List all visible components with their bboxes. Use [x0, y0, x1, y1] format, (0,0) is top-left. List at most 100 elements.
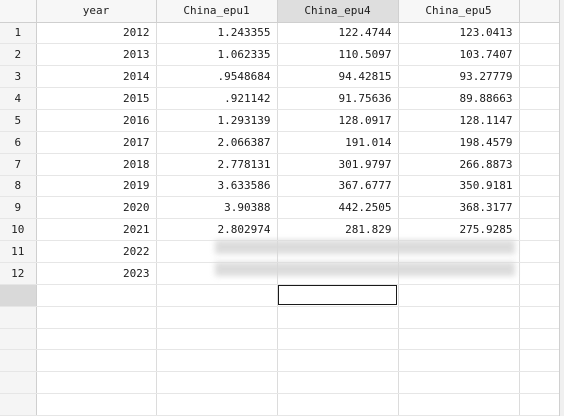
column-header-china-epu4[interactable]: China_epu4	[277, 0, 399, 23]
row-number[interactable]: 1	[0, 22, 37, 45]
cell-year[interactable]: 2017	[36, 131, 157, 154]
cell-year[interactable]: 2018	[36, 153, 157, 176]
cell-year[interactable]: 2022	[36, 240, 157, 263]
cell-china-epu1[interactable]: .9548684	[156, 65, 278, 89]
row-number[interactable]: 5	[0, 109, 37, 132]
cell-china-epu1[interactable]: .921142	[156, 87, 278, 110]
cell-empty[interactable]	[519, 109, 564, 132]
cell-year[interactable]: 2014	[36, 65, 157, 89]
cell-china-epu4[interactable]: 91.75636	[277, 87, 399, 110]
cell-empty[interactable]	[36, 349, 157, 373]
corner-cell[interactable]	[0, 0, 37, 23]
cell-empty[interactable]	[36, 371, 157, 395]
cell-empty[interactable]	[519, 262, 564, 285]
cell-china-epu4[interactable]: 94.42815	[277, 65, 399, 89]
cell-empty[interactable]	[519, 175, 564, 198]
column-header-empty[interactable]	[519, 0, 564, 23]
cell-empty[interactable]	[398, 371, 520, 395]
cell-china-epu4[interactable]: 128.0917	[277, 109, 399, 132]
cell-year[interactable]: 2019	[36, 175, 157, 198]
cell-empty[interactable]	[519, 65, 564, 89]
cell-china-epu1[interactable]: 1.243355	[156, 22, 278, 45]
row-number-empty[interactable]	[0, 393, 37, 416]
row-number[interactable]: 10	[0, 218, 37, 242]
cell-empty[interactable]	[519, 328, 564, 351]
row-number[interactable]: 9	[0, 196, 37, 220]
row-number-empty[interactable]	[0, 306, 37, 329]
row-number-empty[interactable]	[0, 371, 37, 395]
cell-china-epu1[interactable]: 3.633586	[156, 175, 278, 198]
cell-empty[interactable]	[519, 22, 564, 45]
row-number-empty[interactable]	[0, 349, 37, 373]
cell-china-epu1[interactable]: 2.066387	[156, 131, 278, 154]
cell-empty[interactable]	[398, 284, 520, 307]
cell-year[interactable]: 2023	[36, 262, 157, 285]
cell-empty[interactable]	[519, 218, 564, 242]
cell-china-epu4[interactable]: 110.5097	[277, 43, 399, 67]
cell-china-epu1[interactable]: 3.90388	[156, 196, 278, 220]
cell-empty[interactable]	[519, 240, 564, 263]
cell-china-epu5[interactable]: 275.9285	[398, 218, 520, 242]
row-number[interactable]: 6	[0, 131, 37, 154]
cell-empty[interactable]	[519, 43, 564, 67]
cell-china-epu1[interactable]: 2.778131	[156, 153, 278, 176]
cell-empty[interactable]	[519, 196, 564, 220]
cell-empty[interactable]	[519, 131, 564, 154]
cell-empty[interactable]	[519, 371, 564, 395]
cell-year[interactable]: 2016	[36, 109, 157, 132]
cell-year[interactable]: 2012	[36, 22, 157, 45]
cell-empty[interactable]	[156, 284, 278, 307]
vertical-scrollbar[interactable]	[559, 0, 564, 416]
cell-empty[interactable]	[398, 306, 520, 329]
cell-empty[interactable]	[398, 393, 520, 416]
row-number[interactable]: 12	[0, 262, 37, 285]
cell-china-epu5[interactable]: 368.3177	[398, 196, 520, 220]
cell-china-epu5[interactable]: 128.1147	[398, 109, 520, 132]
cell-year[interactable]: 2013	[36, 43, 157, 67]
cell-china-epu5[interactable]: 266.8873	[398, 153, 520, 176]
cell-year[interactable]: 2021	[36, 218, 157, 242]
column-header-china-epu1[interactable]: China_epu1	[156, 0, 278, 23]
cell-empty[interactable]	[36, 393, 157, 416]
row-number[interactable]: 11	[0, 240, 37, 263]
row-number[interactable]: 3	[0, 65, 37, 89]
row-number[interactable]: 8	[0, 175, 37, 198]
cell-empty[interactable]	[36, 284, 157, 307]
cell-year[interactable]: 2020	[36, 196, 157, 220]
active-cell[interactable]	[277, 284, 399, 307]
row-number[interactable]: 7	[0, 153, 37, 176]
cell-china-epu5[interactable]: 123.0413	[398, 22, 520, 45]
cell-empty[interactable]	[398, 328, 520, 351]
cell-empty[interactable]	[398, 349, 520, 373]
row-number[interactable]: 2	[0, 43, 37, 67]
cell-china-epu1[interactable]: 2.802974	[156, 218, 278, 242]
cell-empty[interactable]	[519, 393, 564, 416]
cell-empty[interactable]	[156, 306, 278, 329]
column-header-china-epu5[interactable]: China_epu5	[398, 0, 520, 23]
cell-china-epu5[interactable]: 198.4579	[398, 131, 520, 154]
cell-china-epu5[interactable]: 103.7407	[398, 43, 520, 67]
cell-china-epu5[interactable]: 350.9181	[398, 175, 520, 198]
cell-empty[interactable]	[519, 153, 564, 176]
cell-empty[interactable]	[156, 393, 278, 416]
cell-china-epu4[interactable]: 281.829	[277, 218, 399, 242]
cell-empty[interactable]	[36, 306, 157, 329]
cell-empty[interactable]	[277, 393, 399, 416]
cell-empty[interactable]	[156, 349, 278, 373]
cell-china-epu1[interactable]: 1.293139	[156, 109, 278, 132]
cell-china-epu4[interactable]: 301.9797	[277, 153, 399, 176]
row-number-empty[interactable]	[0, 284, 37, 307]
row-number-empty[interactable]	[0, 328, 37, 351]
cell-empty[interactable]	[519, 349, 564, 373]
cell-empty[interactable]	[277, 306, 399, 329]
cell-empty[interactable]	[519, 284, 564, 307]
cell-china-epu4[interactable]: 367.6777	[277, 175, 399, 198]
row-number[interactable]: 4	[0, 87, 37, 110]
cell-empty[interactable]	[277, 328, 399, 351]
cell-china-epu5[interactable]: 89.88663	[398, 87, 520, 110]
cell-china-epu1[interactable]: 1.062335	[156, 43, 278, 67]
cell-china-epu4[interactable]: 122.4744	[277, 22, 399, 45]
cell-empty[interactable]	[277, 349, 399, 373]
cell-empty[interactable]	[519, 87, 564, 110]
